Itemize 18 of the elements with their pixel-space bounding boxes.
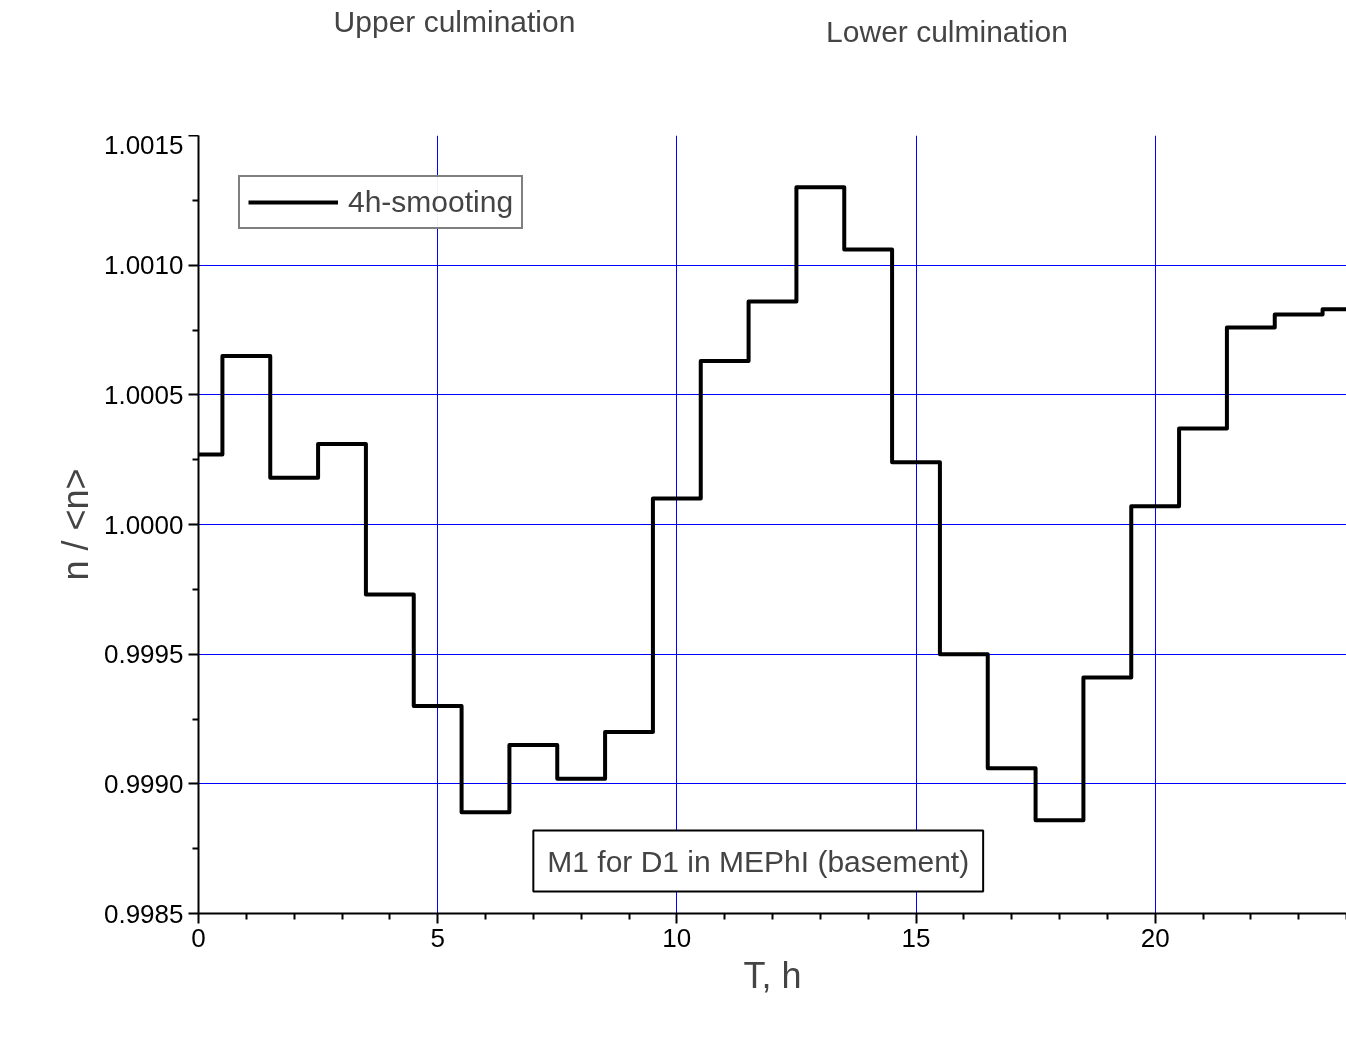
y-tick-label: 1.0005 [103,379,184,410]
y-axis-title: n / <n> [54,468,96,581]
y-tick-label: 1.0010 [103,250,184,281]
text: Upper culmination [333,5,576,39]
y-tick-label: 0.9995 [103,639,184,670]
x-tick-label: 15 [901,922,931,953]
x-tick-label: 20 [1140,922,1170,953]
x-tick-label: 5 [430,922,445,953]
annotation: M1 for D1 in MEPhI (basement) [547,844,970,878]
x-tick-label: 0 [191,922,206,953]
y-tick-label: 0.9985 [103,898,184,929]
y-tick-label: 1.0000 [103,509,184,540]
x-axis-title: T, h [743,954,802,996]
y-tick-label: 0.9990 [103,768,184,799]
text: Lower culmination [826,14,1068,48]
y-tick-label: 1.0015 [103,129,184,160]
x-tick-label: 10 [662,922,692,953]
legend-label: 4h-smooting [348,185,514,219]
